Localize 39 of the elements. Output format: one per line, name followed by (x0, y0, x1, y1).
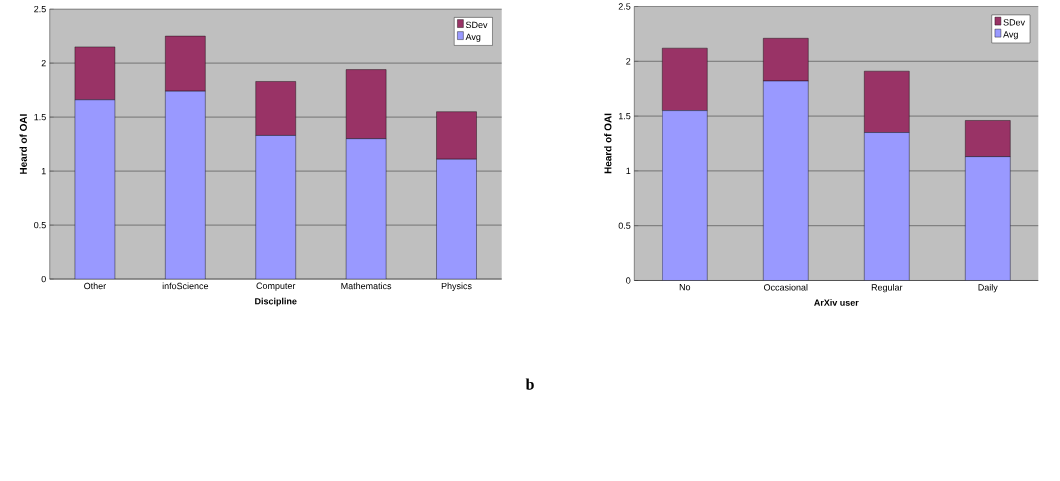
x-tick-label: Physics (441, 282, 472, 291)
x-tick-label: No (679, 283, 691, 291)
bar (662, 110, 708, 281)
bar (165, 90, 206, 280)
x-tick-label: Other (84, 282, 106, 290)
bar (763, 80, 809, 281)
x-tick-label: Regular (871, 283, 903, 293)
bar (345, 138, 387, 280)
y-tick-label: 0 (41, 275, 46, 283)
y-tick-label: 2.5 (34, 5, 46, 13)
text: b (525, 378, 534, 390)
x-axis-title: ArXiv user (814, 299, 859, 306)
x-tick-label: Mathematics (341, 282, 392, 290)
y-tick-label: 0.5 (618, 222, 631, 229)
x-tick-label: Occasional (764, 283, 808, 291)
y-tick-label: 1.5 (34, 113, 46, 121)
bar (255, 135, 296, 280)
x-tick-label: Daily (978, 283, 998, 293)
y-tick-label: 0.5 (34, 221, 46, 229)
legend-label: SDev (1003, 19, 1025, 26)
legend-label: SDev (465, 21, 488, 29)
bar (965, 156, 1011, 281)
y-tick-label: 1.5 (618, 112, 631, 120)
y-tick-label: 0 (626, 277, 631, 284)
y-tick-label: 1 (41, 167, 46, 175)
legend-label: Avg (1003, 31, 1018, 40)
y-tick-label: 2.5 (618, 3, 631, 10)
x-tick-label: Computer (256, 282, 296, 291)
bar (864, 132, 910, 281)
y-axis-title: Heard of OAI (604, 113, 612, 174)
x-axis-title: Discipline (255, 297, 297, 307)
x-tick-label: infoScience (162, 282, 209, 290)
y-tick-label: 1 (626, 167, 631, 174)
legend-label: Avg (465, 33, 481, 42)
y-tick-label: 2 (626, 58, 631, 65)
y-tick-label: 2 (41, 59, 46, 67)
bar (74, 99, 116, 280)
y-axis-title: Heard of OAI (19, 114, 27, 174)
bar (436, 158, 477, 280)
